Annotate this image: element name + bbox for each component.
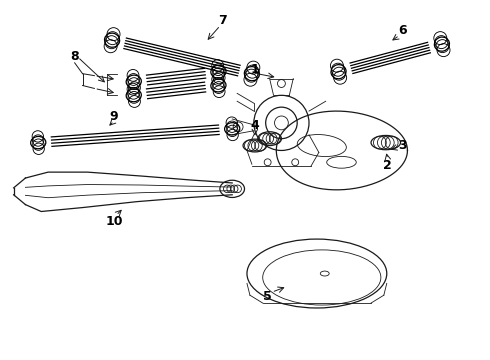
Text: 2: 2 (383, 159, 392, 172)
Text: 5: 5 (263, 290, 272, 303)
Text: 6: 6 (398, 24, 407, 37)
Text: 7: 7 (218, 14, 227, 27)
Text: 3: 3 (398, 139, 407, 152)
Text: 4: 4 (250, 120, 259, 132)
Text: 8: 8 (71, 50, 79, 63)
Text: 10: 10 (105, 215, 123, 228)
Text: 1: 1 (250, 63, 259, 76)
Text: 9: 9 (110, 109, 119, 122)
